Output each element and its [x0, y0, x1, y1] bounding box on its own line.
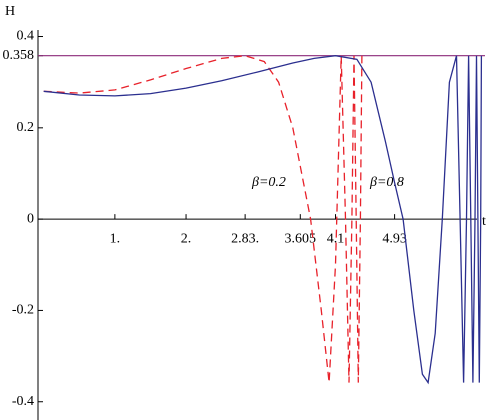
y-tick-label: 0.2: [17, 120, 35, 135]
y-tick-label: 0: [27, 211, 34, 226]
x-tick-label: 4.93: [382, 231, 407, 246]
series-line: [43, 55, 483, 385]
x-tick-label: 4.1: [327, 231, 345, 246]
annotation: β=0.8: [369, 175, 404, 190]
y-tick-label: 0.4: [17, 29, 35, 44]
series-line: [43, 55, 363, 383]
y-tick-label: -0.2: [12, 303, 34, 318]
x-tick-label: 3.605: [285, 231, 317, 246]
y-tick-label: -0.4: [12, 394, 34, 409]
x-axis-label: t: [482, 214, 486, 229]
annotation: β=0.2: [251, 175, 286, 190]
x-tick-label: 1.: [110, 231, 121, 246]
x-tick-label: 2.83.: [231, 231, 259, 246]
x-tick-label: 2.: [181, 231, 192, 246]
y-axis-label: H: [5, 4, 15, 19]
y-tick-label: 0.358: [3, 48, 35, 63]
